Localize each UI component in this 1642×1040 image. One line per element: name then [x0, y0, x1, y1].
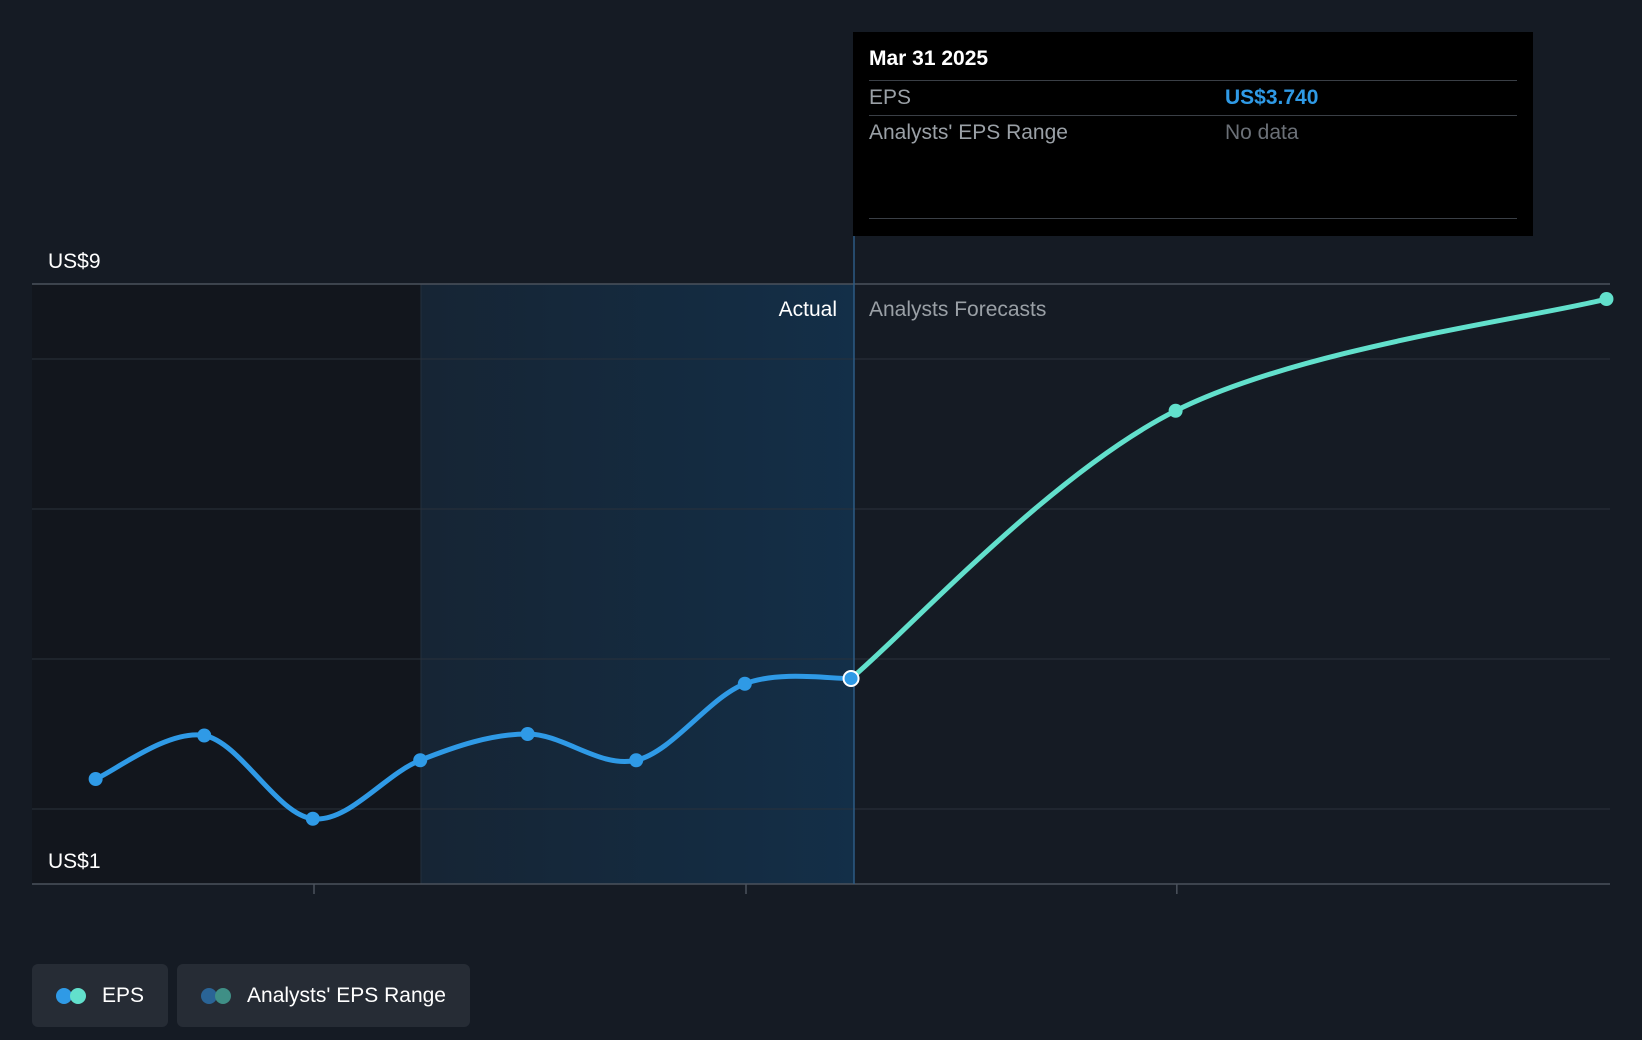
tooltip-eps-label: EPS — [869, 86, 912, 109]
series-0-point[interactable] — [88, 772, 103, 786]
x-tick-label-2025: 2025 — [723, 899, 770, 900]
series-group — [88, 292, 1614, 826]
forecast-label: Analysts Forecasts — [869, 298, 1046, 321]
legend-dot-forecast — [70, 987, 86, 1004]
eps-legend-icon — [56, 987, 86, 1004]
legend-item-eps-range[interactable]: Analysts' EPS Range — [177, 964, 470, 1027]
series-line-0 — [93, 673, 854, 822]
series-line-1 — [848, 296, 1609, 681]
actual-label: Actual — [779, 298, 837, 321]
legend-dot-range-forecast — [215, 987, 232, 1004]
past-year-band — [421, 284, 854, 884]
series-1-point[interactable] — [1168, 403, 1183, 418]
tooltip-range-value: No data — [1225, 121, 1299, 144]
series-0-point[interactable] — [197, 728, 212, 743]
series-0-point[interactable] — [413, 753, 428, 768]
eps-point-highlighted[interactable] — [842, 670, 860, 687]
tooltip-divider — [869, 218, 1517, 219]
eps-range-legend-icon — [201, 987, 232, 1004]
tooltip-date: Mar 31 2025 — [869, 47, 989, 70]
tooltip-row-range: Analysts' EPS Range No data — [869, 115, 1517, 150]
tooltip-row-eps: EPS US$3.740 — [869, 80, 1517, 115]
x-tick-label-2026: 2026 — [1153, 899, 1200, 900]
y-axis-top-label: US$9 — [48, 250, 101, 273]
older-region — [32, 284, 422, 884]
x-tick-label-2024: 2024 — [291, 899, 338, 900]
eps-chart: US$9 US$1 Actual Analysts Forecasts 2024… — [32, 236, 1614, 900]
series-0-point[interactable] — [629, 753, 644, 768]
legend-dot-actual — [56, 987, 72, 1004]
legend-eps-range-label: Analysts' EPS Range — [247, 983, 446, 1007]
tooltip: Mar 31 2025 EPS US$3.740 Analysts' EPS R… — [853, 32, 1533, 236]
tooltip-range-label: Analysts' EPS Range — [869, 121, 1068, 144]
y-axis-bottom-label: US$1 — [48, 850, 101, 873]
legend: EPS Analysts' EPS Range — [32, 964, 470, 1027]
series-1-point[interactable] — [1599, 292, 1614, 306]
legend-dot-range-actual — [201, 987, 218, 1004]
series-0-point[interactable] — [520, 727, 535, 741]
legend-eps-label: EPS — [102, 983, 145, 1007]
series-0-point[interactable] — [305, 811, 320, 826]
series-0-point[interactable] — [737, 676, 752, 691]
x-axis-ticks: 2024 2025 2026 — [291, 884, 1200, 900]
legend-item-eps[interactable]: EPS — [32, 964, 169, 1027]
tooltip-eps-value: US$3.740 — [1225, 86, 1319, 109]
